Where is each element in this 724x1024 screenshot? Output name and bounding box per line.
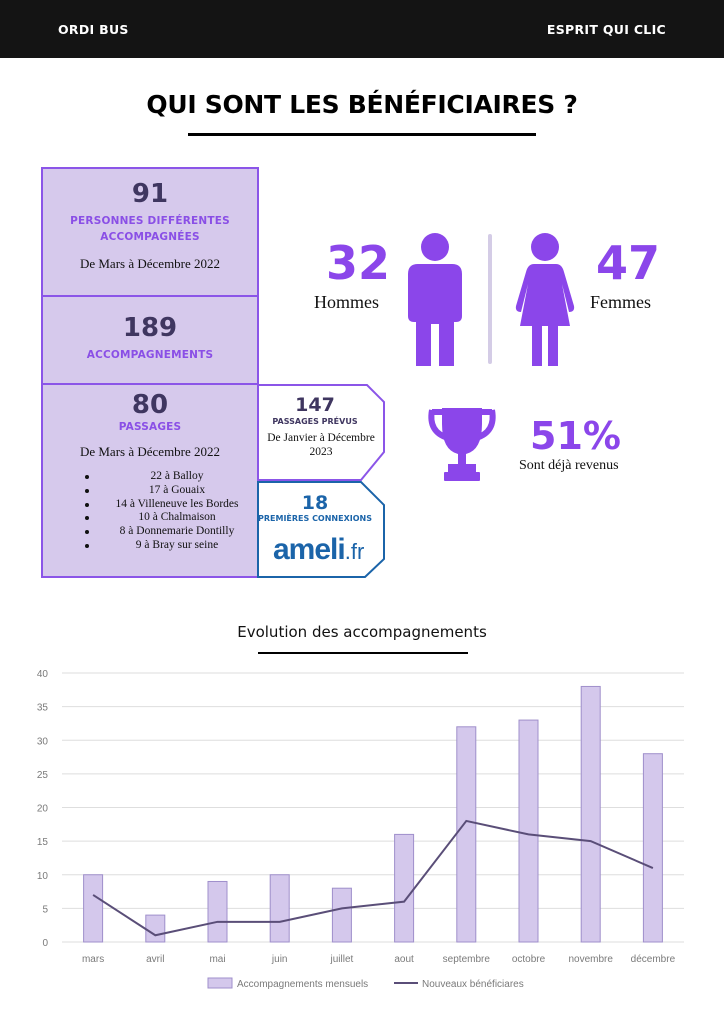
passages-prevus-number: 147: [295, 394, 335, 416]
brand-right: ESPRIT QUI CLIC: [546, 22, 666, 37]
chart-title: Evolution des accompagnements: [237, 623, 487, 641]
y-tick-label: 0: [42, 938, 48, 949]
passages-prevus-tag: 147 PASSAGES PRÉVUS De Janvier à Décembr…: [257, 384, 387, 482]
x-tick-label: juillet: [330, 954, 354, 965]
x-tick-label: mars: [82, 954, 104, 965]
tag-shape: [257, 481, 385, 578]
bar: [269, 874, 290, 943]
y-tick-label: 10: [37, 871, 49, 882]
accompagnements-label: ACCOMPAGNEMENTS: [86, 349, 214, 361]
bar: [580, 685, 601, 943]
people-label-line2: ACCOMPAGNÉES: [100, 231, 200, 243]
connexions-label: PREMIÈRES CONNEXIONS: [258, 514, 372, 523]
y-tick-label: 30: [37, 736, 49, 747]
people-label-line1: PERSONNES DIFFÉRENTES: [70, 215, 230, 227]
returning-percent: 51%: [530, 414, 621, 458]
passages-period: De Mars à Décembre 2022: [79, 444, 221, 459]
y-tick-label: 15: [37, 837, 49, 848]
bar: [518, 719, 539, 943]
y-tick-label: 25: [37, 770, 49, 781]
people-box: 91 PERSONNES DIFFÉRENTES ACCOMPAGNÉES De…: [41, 167, 259, 297]
passages-box: 80 PASSAGES De Mars à Décembre 2022 22 à…: [41, 383, 259, 578]
men-label: Hommes: [314, 292, 379, 312]
bar: [331, 887, 352, 943]
bar: [642, 753, 663, 943]
legend-label: Accompagnements mensuels: [237, 979, 368, 990]
series-line: [92, 819, 654, 937]
x-tick-label: aout: [394, 954, 414, 965]
towns-list: 22 à Balloy 17 à Gouaix 14 à Villeneuve …: [85, 470, 255, 553]
bar: [394, 833, 415, 943]
gender-divider: [488, 234, 492, 364]
passages-number: 80: [131, 390, 169, 420]
passages-prevus-period-line2: 2023: [309, 446, 333, 458]
returning-label: Sont déjà revenus: [519, 458, 619, 473]
ameli-logo: ameli.fr: [273, 533, 364, 567]
x-tick-label: avril: [146, 954, 164, 965]
people-period: De Mars à Décembre 2022: [79, 256, 221, 271]
passages-prevus-label: PASSAGES PRÉVUS: [272, 417, 358, 426]
connexions-number: 18: [301, 492, 329, 514]
page-title: QUI SONT LES BÉNÉFICIAIRES ?: [146, 90, 578, 119]
bar: [456, 726, 477, 943]
y-tick-label: 35: [37, 703, 49, 714]
town-item: 22 à Balloy: [85, 470, 255, 484]
y-tick-label: 5: [42, 904, 48, 915]
passages-prevus-period-line1: De Janvier à Décembre: [267, 432, 375, 444]
legend-bar-swatch: [207, 977, 233, 989]
trophy-icon: [428, 408, 496, 481]
woman-icon: [515, 233, 575, 366]
y-tick-label: 20: [37, 804, 49, 815]
x-tick-label: novembre: [568, 954, 613, 965]
women-count: 47: [596, 236, 661, 290]
men-count: 32: [326, 236, 391, 290]
x-tick-label: octobre: [512, 954, 546, 965]
passages-label: PASSAGES: [118, 421, 182, 433]
ameli-logo-main: ameli: [273, 533, 346, 566]
connexions-tag: 18 PREMIÈRES CONNEXIONS ameli.fr: [257, 481, 387, 579]
header-bar: ORDI BUS ESPRIT QUI CLIC: [0, 0, 724, 58]
town-item: 9 à Bray sur seine: [85, 539, 255, 553]
x-tick-label: juin: [271, 954, 288, 965]
x-tick-label: mai: [209, 954, 225, 965]
bar: [145, 914, 166, 943]
accompagnements-number: 189: [122, 313, 178, 343]
accompagnements-box: 189 ACCOMPAGNEMENTS: [41, 295, 259, 385]
town-item: 8 à Donnemarie Dontilly: [85, 525, 255, 539]
legend-label: Nouveaux bénéficiares: [422, 979, 524, 990]
tag-shape: [257, 384, 385, 481]
people-number: 91: [131, 179, 169, 209]
ameli-logo-suffix: .fr: [344, 539, 365, 564]
passages-prevus-period: De Janvier à Décembre 2023: [257, 431, 385, 459]
accompagnements-chart: 0 5 10 15 20 25 30 35 40 mars avril mai juin juillet…: [37, 669, 684, 990]
x-tick-label: décembre: [631, 954, 676, 965]
x-tick-label: septembre: [443, 954, 491, 965]
brand-left: ORDI BUS: [58, 22, 129, 37]
title-underline: [188, 133, 536, 136]
y-tick-label: 40: [37, 669, 49, 680]
town-item: 14 à Villeneuve les Bordes: [85, 498, 255, 512]
man-icon: [408, 233, 462, 366]
women-label: Femmes: [590, 292, 651, 312]
town-item: 10 à Chalmaison: [85, 511, 255, 525]
bar: [83, 874, 104, 943]
chart-title-underline: [258, 652, 468, 654]
bar: [207, 880, 228, 943]
town-item: 17 à Gouaix: [85, 484, 255, 498]
